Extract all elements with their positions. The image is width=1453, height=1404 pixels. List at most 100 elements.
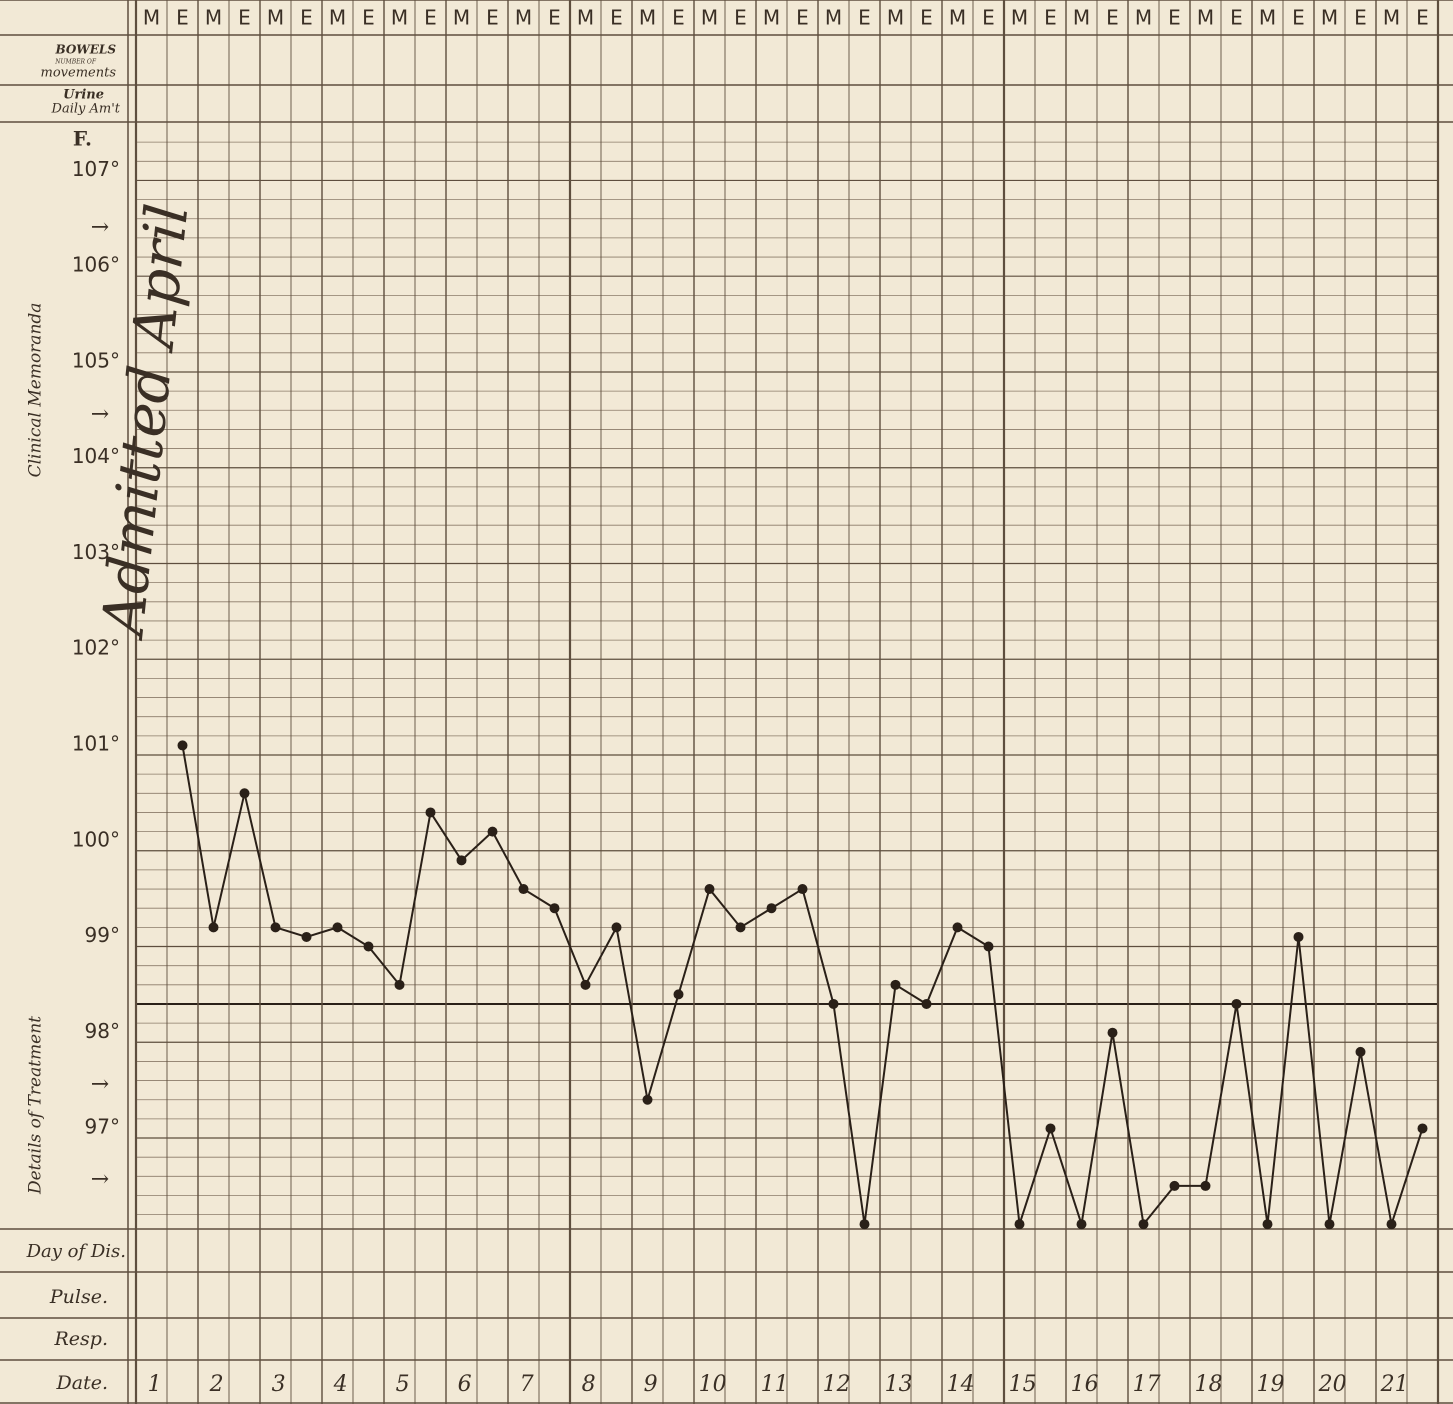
- temperature-point: [1076, 1219, 1087, 1230]
- temperature-point: [1293, 931, 1304, 942]
- column-header: E: [982, 6, 995, 30]
- temperature-point: [859, 1219, 870, 1230]
- column-header: E: [734, 6, 747, 30]
- temperature-point: [208, 922, 219, 933]
- row-label: Pulse.: [49, 1286, 108, 1308]
- column-header: M: [763, 6, 780, 30]
- row-label: NUMBER OF: [54, 59, 97, 66]
- arrow: →: [91, 402, 109, 427]
- temperature-point: [456, 855, 467, 866]
- column-header: E: [796, 6, 809, 30]
- column-header: M: [1321, 6, 1338, 30]
- column-header: M: [329, 6, 346, 30]
- temperature-point: [1417, 1123, 1428, 1134]
- temperature-point: [239, 788, 250, 799]
- column-header: M: [577, 6, 594, 30]
- temperature-point: [1045, 1123, 1056, 1134]
- date-label: 6: [458, 1372, 472, 1397]
- date-label: 13: [885, 1372, 913, 1397]
- date-label: 5: [396, 1372, 410, 1397]
- column-header: E: [1044, 6, 1057, 30]
- date-label: 1: [148, 1372, 162, 1397]
- temperature-point: [704, 884, 715, 895]
- row-label: BOWELS: [54, 43, 116, 57]
- y-tick-label: 99°: [85, 923, 120, 947]
- temperature-point: [1014, 1219, 1025, 1230]
- column-header: M: [391, 6, 408, 30]
- date-label: 3: [272, 1372, 286, 1397]
- y-tick-label: 102°: [72, 636, 120, 660]
- y-tick-label: 98°: [85, 1019, 120, 1043]
- column-header: E: [176, 6, 189, 30]
- temperature-point: [332, 922, 343, 933]
- column-header: E: [920, 6, 933, 30]
- column-header: M: [1197, 6, 1214, 30]
- column-header: M: [1135, 6, 1152, 30]
- temperature-point: [1169, 1180, 1180, 1191]
- column-header: M: [825, 6, 842, 30]
- date-label: 8: [582, 1372, 596, 1397]
- date-label: 4: [333, 1372, 348, 1397]
- temperature-point: [673, 989, 684, 1000]
- column-header: E: [1168, 6, 1181, 30]
- temperature-point: [1200, 1180, 1211, 1191]
- row-label: Resp.: [53, 1328, 108, 1350]
- y-tick-label: 105°: [72, 348, 120, 372]
- column-header: M: [1073, 6, 1090, 30]
- temperature-point: [1138, 1219, 1149, 1230]
- temperature-point: [952, 922, 963, 933]
- column-header: E: [1106, 6, 1119, 30]
- row-label: Urine: [63, 88, 104, 103]
- temperature-point: [828, 998, 839, 1009]
- temperature-point: [301, 931, 312, 942]
- column-header: M: [143, 6, 160, 30]
- column-header: M: [639, 6, 656, 30]
- date-label: 14: [947, 1372, 975, 1397]
- temperature-point: [1107, 1027, 1118, 1038]
- temperature-point: [1262, 1219, 1273, 1230]
- date-label: 7: [520, 1372, 534, 1397]
- date-label: 17: [1133, 1372, 1161, 1397]
- temperature-point: [797, 884, 808, 895]
- temperature-point: [518, 884, 529, 895]
- date-label: 2: [209, 1372, 224, 1397]
- temperature-point: [642, 1094, 653, 1105]
- date-label: 18: [1195, 1372, 1223, 1397]
- arrow: →: [91, 215, 109, 240]
- arrow: →: [91, 1072, 109, 1097]
- column-header: E: [1230, 6, 1243, 30]
- y-tick-label: 101°: [72, 732, 120, 756]
- temperature-point: [1231, 998, 1242, 1009]
- column-header: E: [1416, 6, 1429, 30]
- temperature-point: [487, 826, 498, 837]
- row-label: Date.: [56, 1372, 108, 1394]
- column-header: E: [238, 6, 251, 30]
- column-header: E: [672, 6, 685, 30]
- column-header: M: [701, 6, 718, 30]
- temperature-point: [1386, 1219, 1397, 1230]
- column-header: M: [515, 6, 532, 30]
- column-header: M: [949, 6, 966, 30]
- column-header: M: [1259, 6, 1276, 30]
- temperature-point: [394, 979, 405, 990]
- column-header: M: [887, 6, 904, 30]
- y-tick-label: 97°: [85, 1115, 120, 1139]
- column-header: M: [267, 6, 284, 30]
- column-header: M: [1383, 6, 1400, 30]
- temperature-point: [425, 807, 436, 818]
- column-header: E: [300, 6, 313, 30]
- column-header: E: [486, 6, 499, 30]
- row-label: Day of Dis.: [26, 1241, 126, 1262]
- column-header: E: [1292, 6, 1305, 30]
- column-header: M: [205, 6, 222, 30]
- date-label: 21: [1380, 1372, 1409, 1397]
- date-label: 15: [1009, 1372, 1037, 1397]
- y-tick-label: 100°: [72, 827, 120, 851]
- column-header: E: [424, 6, 437, 30]
- column-header: M: [1011, 6, 1028, 30]
- column-header: E: [610, 6, 623, 30]
- temperature-point: [177, 740, 188, 751]
- temperature-point: [270, 922, 281, 933]
- date-label: 11: [761, 1372, 789, 1397]
